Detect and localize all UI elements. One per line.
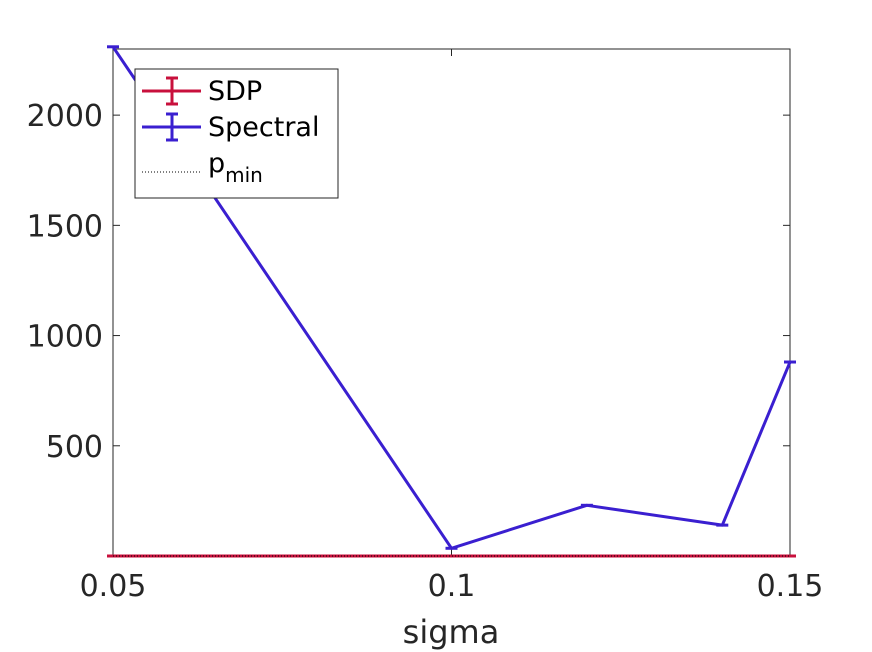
- series-layer: [107, 45, 796, 558]
- y-tick-label: 1000: [27, 320, 103, 355]
- y-tick-label: 500: [46, 430, 103, 465]
- x-axis-label: sigma: [403, 613, 500, 651]
- y-tick-label: 2000: [27, 99, 103, 134]
- legend-label: SDP: [208, 76, 262, 107]
- legend-item-spectral: Spectral: [142, 112, 319, 143]
- axis-ticks: [112, 49, 791, 556]
- legend-label-subscript: min: [225, 163, 263, 187]
- x-tick-labels: 0.05 0.1 0.15: [80, 569, 824, 604]
- x-tick-label: 0.1: [428, 569, 476, 604]
- series-spectral: [107, 45, 796, 550]
- legend-label: Spectral: [208, 112, 319, 143]
- legend-item-sdp: SDP: [142, 76, 262, 107]
- x-tick-label: 0.05: [80, 569, 147, 604]
- y-tick-labels: 500 1000 1500 2000: [27, 99, 103, 465]
- x-tick-label: 0.15: [757, 569, 824, 604]
- y-tick-label: 1500: [27, 209, 103, 244]
